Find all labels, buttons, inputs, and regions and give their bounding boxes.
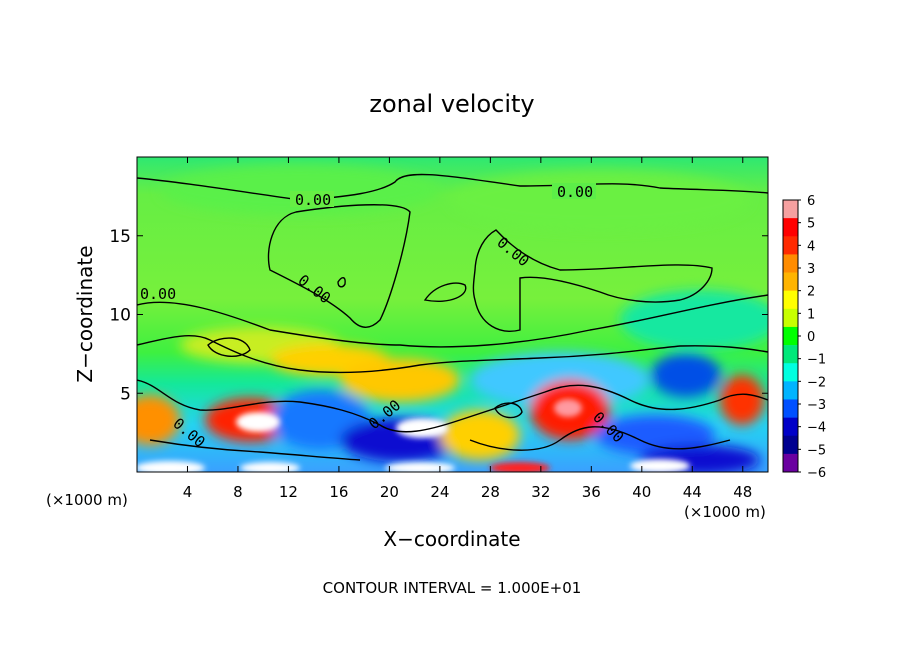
colorbar-tick-label: 0 (807, 330, 815, 345)
colorbar-swatch (783, 453, 798, 473)
colorbar-swatch (783, 345, 798, 364)
x-tick-label: 20 (380, 483, 399, 501)
contour-line (149, 439, 361, 461)
x-tick-label: 40 (632, 483, 651, 501)
colorbar-swatch (783, 308, 798, 328)
colorbar-tick-label: −3 (807, 398, 826, 413)
y-tick-label: 15 (109, 227, 131, 247)
contour-line (207, 337, 251, 357)
colorbar-swatch (783, 363, 798, 382)
contour-line (137, 173, 768, 201)
colorbar-swatch (783, 236, 798, 255)
contour-line (137, 335, 768, 374)
x-tick-label: 44 (683, 483, 702, 501)
colorbar-swatch (783, 254, 798, 273)
y-tick-label: 10 (109, 306, 131, 326)
y-axis-label: Z−coordinate (73, 245, 97, 382)
colorbar-tick-label: 6 (807, 194, 815, 209)
contour-line (469, 426, 731, 451)
colorbar-tick-label: −4 (807, 421, 826, 436)
colorbar-tick-label: −5 (807, 443, 826, 458)
colorbar-tick-label: −2 (807, 375, 826, 390)
x-axis: 4 8 12 16 20 24 28 32 36 40 44 48 (183, 157, 752, 501)
colorbar-swatch (783, 435, 798, 455)
x-tick-label: 32 (531, 483, 550, 501)
colorbar-swatch (783, 200, 798, 219)
field-cores (137, 399, 690, 472)
contour-line (267, 204, 411, 328)
field-blobs (137, 165, 768, 472)
colorbar-tick-label: 2 (807, 285, 815, 300)
contour-label: 0.00 (557, 183, 593, 201)
colorbar-swatch (783, 381, 798, 400)
x-tick-label: 24 (430, 483, 449, 501)
colorbar-tick-label: 4 (807, 239, 815, 254)
x-tick-label: 28 (481, 483, 500, 501)
contour-line (137, 379, 768, 433)
x-tick-label: 8 (233, 483, 243, 501)
x-axis-label: X−coordinate (383, 527, 520, 551)
colorbar-tick-label: 3 (807, 262, 815, 277)
contour-line (494, 402, 523, 419)
colorbar-tick-label: 1 (807, 307, 815, 322)
y-tick-label: 5 (120, 384, 131, 404)
contour-label: 0.00 (140, 285, 176, 303)
colorbar-swatch (783, 272, 798, 291)
x-tick-label: 4 (183, 483, 193, 501)
colorbar: 6 5 4 3 2 1 0 −1 −2 −3 −4 −5 −6 (782, 194, 826, 481)
colorbar-swatch (783, 417, 798, 437)
colorbar-swatch (783, 326, 798, 346)
colorbar-tick-label: 5 (807, 217, 815, 232)
contour-line (137, 294, 768, 348)
x-tick-label: 36 (582, 483, 601, 501)
y-axis: 5 10 15 (109, 227, 768, 404)
x-tick-label: 48 (733, 483, 752, 501)
x-unit-right: (×1000 m) (684, 503, 766, 521)
colorbar-tick-label: −1 (807, 353, 826, 368)
colorbar-tick-label: −6 (807, 466, 826, 481)
x-tick-label: 12 (279, 483, 298, 501)
colorbar-swatch (783, 290, 798, 310)
contour-interval-note: CONTOUR INTERVAL = 1.000E+01 (323, 579, 582, 597)
contour-line (423, 282, 467, 302)
chart-title: zonal velocity (369, 90, 534, 118)
contour-lines (137, 173, 768, 461)
contour-label: 0.00 (295, 191, 331, 209)
contour-line (337, 277, 346, 288)
colorbar-swatch (783, 399, 798, 418)
plot-area: 0.00 0.00 0.00 0.00 0.00 0.00 0.00 0.00 (137, 157, 768, 472)
x-unit-left: (×1000 m) (46, 491, 128, 509)
x-tick-label: 16 (329, 483, 348, 501)
contour-line (472, 229, 713, 332)
colorbar-swatch (783, 218, 798, 237)
